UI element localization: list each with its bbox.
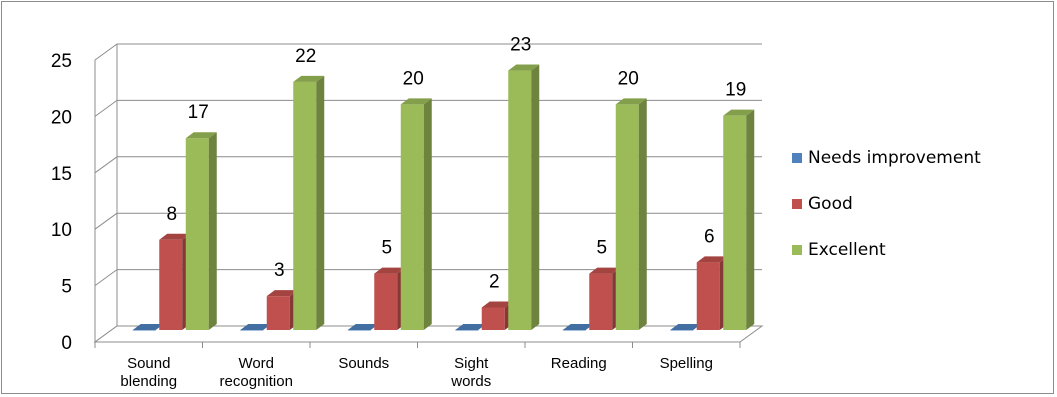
bar-excellent [615, 98, 647, 331]
x-tick-label: Sight [454, 355, 489, 372]
bar-top-face [589, 267, 621, 274]
data-label: 22 [295, 46, 316, 67]
bar-side-face [746, 109, 755, 331]
y-tick-label: 20 [51, 107, 72, 128]
bar-front-face [240, 330, 264, 331]
bar-front-face [159, 239, 183, 330]
legend-label: Excellent [808, 240, 886, 260]
bar-needs-improvement [347, 324, 379, 331]
data-label: 20 [403, 68, 424, 89]
y-tick-label: 25 [51, 51, 72, 72]
gridline-side [94, 99, 118, 117]
bar-good [266, 290, 298, 330]
bar-side-face [316, 75, 325, 330]
x-tick-label: Sounds [338, 355, 389, 372]
gridline-side [94, 156, 118, 174]
bar-top-face [615, 98, 647, 105]
bar-top-face [185, 132, 217, 139]
bar-top-face [455, 324, 487, 330]
data-label: 23 [510, 35, 531, 56]
bar-front-face [696, 262, 720, 330]
bar-top-face [670, 324, 702, 330]
x-tick-label: words [450, 373, 491, 390]
y-tick-label: 5 [61, 277, 72, 298]
bar-good [481, 301, 513, 330]
gridline-side [94, 212, 118, 230]
bar-front-face [723, 115, 747, 331]
legend-swatch [792, 153, 802, 163]
data-label: 2 [489, 271, 500, 292]
bar-top-face [132, 324, 164, 330]
legend-label: Needs improvement [808, 148, 981, 168]
y-tick-label: 15 [51, 164, 72, 185]
bar-front-face [400, 104, 424, 331]
bar-front-face [455, 330, 479, 331]
bar-good [374, 267, 406, 330]
y-tick-label: 10 [51, 220, 72, 241]
x-tick-label: Reading [551, 355, 607, 372]
bar-excellent [723, 109, 755, 331]
bar-top-face [159, 233, 191, 240]
bar-top-face [723, 109, 755, 116]
bar-front-face [589, 273, 613, 330]
data-label: 5 [596, 238, 607, 259]
bar-front-face [266, 296, 290, 330]
x-tick-label: Word [238, 355, 274, 372]
bar-good [589, 267, 621, 330]
legend-swatch [792, 245, 802, 255]
bar-side-face [531, 64, 540, 330]
bar-needs-improvement [562, 324, 594, 331]
bar-needs-improvement [132, 324, 164, 331]
bar-top-face [562, 324, 594, 330]
bar-side-face [423, 98, 432, 331]
bar-needs-improvement [670, 324, 702, 331]
data-label: 8 [166, 204, 177, 225]
data-label: 3 [274, 260, 285, 281]
data-label: 5 [381, 238, 392, 259]
bar-front-face [347, 330, 371, 331]
bar-top-face [374, 267, 406, 274]
bar-top-face [266, 290, 298, 297]
bar-top-face [293, 75, 325, 82]
bar-side-face [638, 98, 647, 331]
bar-needs-improvement [240, 324, 272, 331]
data-label: 6 [704, 226, 715, 247]
bar-excellent [185, 132, 217, 330]
bar-top-face [240, 324, 272, 330]
bar-side-face [208, 132, 217, 330]
bar-front-face [508, 70, 532, 330]
legend-swatch [792, 199, 802, 209]
bar-excellent [293, 75, 325, 330]
bar-front-face [562, 330, 586, 331]
y-tick-label: 0 [61, 333, 72, 354]
bar-top-face [508, 64, 540, 71]
bar-good [159, 233, 191, 330]
data-label: 19 [725, 80, 746, 101]
data-label: 17 [188, 102, 209, 123]
gridline-side [94, 43, 118, 61]
legend-label: Good [808, 194, 853, 214]
bar-top-face [481, 301, 513, 308]
bar-top-face [696, 256, 728, 263]
bar-top-face [347, 324, 379, 330]
x-tick-label: blending [120, 373, 177, 390]
bar-front-face [615, 104, 639, 331]
bar-front-face [132, 330, 156, 331]
x-tick-label: recognition [220, 373, 293, 390]
bar-excellent [400, 98, 432, 331]
bar-top-face [400, 98, 432, 105]
gridline-side [94, 269, 118, 287]
bar-needs-improvement [455, 324, 487, 331]
data-label: 20 [618, 68, 639, 89]
bar-front-face [185, 138, 209, 330]
bar-front-face [293, 81, 317, 330]
x-tick-label: Spelling [660, 355, 713, 372]
bar-excellent [508, 64, 540, 330]
bar-front-face [374, 273, 398, 330]
bar-front-face [670, 330, 694, 331]
bar-front-face [481, 307, 505, 330]
x-tick-label: Sound [127, 355, 170, 372]
bar-good [696, 256, 728, 330]
